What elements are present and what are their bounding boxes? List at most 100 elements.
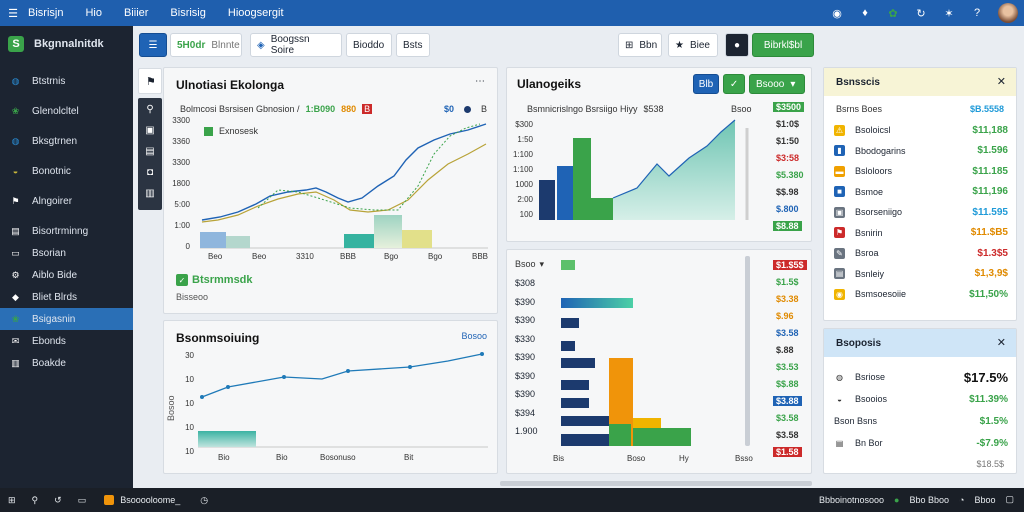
sidebar-brand[interactable]: S Bkgnnalnitdk	[0, 26, 133, 62]
x-tick-label: BBB	[340, 252, 357, 261]
filter-button[interactable]: ☰	[139, 33, 167, 57]
right-panel-2-row[interactable]: ▤ Bn Bor -$7.9%	[834, 433, 1008, 453]
sidebar-item-label: Bisortrminng	[32, 225, 89, 237]
run-icon[interactable]: ⚑	[146, 76, 156, 88]
start-icon[interactable]: ⊞	[8, 494, 16, 505]
user-circle-icon[interactable]: ◉	[832, 7, 842, 20]
panel-1-subtitle: Bolmcosi Bsrsisen Gbnosion /	[180, 104, 300, 114]
notification-icon[interactable]: ▢	[1005, 494, 1014, 504]
panel-4-scrollbar[interactable]	[745, 256, 750, 446]
right-panel-row[interactable]: ⚠ Bsoloicsl $11,188	[834, 120, 1008, 140]
right-panel-2-row-label: Bsooios	[855, 394, 888, 404]
right-panel-row[interactable]: ✎ Bsroa $1.3$5	[834, 243, 1008, 263]
right-panel-2-title: Bsoposis	[836, 338, 882, 349]
toolbar-button-2[interactable]: ◈ Boogssn Soire	[250, 33, 342, 57]
calendar-icon[interactable]: ▤	[145, 146, 155, 157]
panel-4-header-label[interactable]: Bsoo	[515, 259, 536, 269]
y-tick-label: 1:00	[174, 221, 190, 230]
menu-item-5[interactable]: Hioogsergit	[227, 7, 284, 19]
lock-icon[interactable]: ◘	[146, 167, 154, 178]
hamburger-menu-icon[interactable]: ☰	[8, 7, 18, 20]
taskbar-app-label[interactable]: Bsooooloome_	[120, 495, 181, 505]
right-panel-2-row[interactable]: ◍ Bsriose $17.5%	[834, 367, 1008, 387]
app-icon[interactable]	[104, 495, 115, 505]
panel-1-more-icon[interactable]: ⋯	[475, 76, 485, 87]
panel-2-button-1[interactable]: Blb	[693, 74, 719, 94]
panel-4-bar	[561, 358, 595, 368]
panel-3-line	[201, 353, 483, 398]
right-panel-2-row[interactable]: ◒ Bsooios $11.39%	[834, 389, 1008, 409]
refresh-icon[interactable]: ↻	[916, 7, 926, 20]
coin-icon: ◉	[834, 288, 845, 300]
right-panel-header: Bsnsscis ✕	[824, 68, 1016, 96]
search-icon[interactable]: ⚲	[31, 494, 39, 505]
sidebar-item[interactable]: ⚑ Alngoirer	[0, 190, 133, 212]
refresh-icon[interactable]: ↺	[54, 494, 62, 505]
panel-1-subtitle-row: Bolmcosi Bsrsisen Gbnosion / 1:B090 880 …	[180, 104, 373, 114]
app-icon[interactable]: ✿	[888, 7, 898, 20]
toolbar-button-4[interactable]: Bsts	[396, 33, 430, 57]
sidebar-item[interactable]: ◒ Bonotnic	[0, 160, 133, 182]
sidebar-item[interactable]: ❀ Bsigasnin	[0, 308, 133, 330]
sidebar-item[interactable]: ✉ Ebonds	[0, 330, 133, 352]
mail-icon: ✉	[11, 335, 20, 346]
panel-2-button-2[interactable]: ✓	[723, 74, 745, 94]
window-icon[interactable]: ▭	[77, 494, 87, 505]
right-panel-row[interactable]: ▤ Bsnleiy $1,3,9$	[834, 264, 1008, 284]
share-icon: ◈	[257, 39, 265, 51]
right-panel-row[interactable]: ▬ Bsloloors $11.185	[834, 161, 1008, 181]
right-panel-row[interactable]: ■ Bsmoe $11,196	[834, 182, 1008, 202]
toolbar-right-button-3[interactable]: Bibrkl$bl	[752, 33, 814, 57]
sidebar-item[interactable]: ▭ Bsorian	[0, 242, 133, 264]
brand-name: Bkgnnalnitdk	[34, 38, 104, 50]
right-panel-row-label: Bsmoe	[855, 186, 884, 197]
close-icon[interactable]: ✕	[996, 337, 1006, 349]
sidebar-item[interactable]: ◍ Btstrnis	[0, 70, 133, 92]
right-panel-row[interactable]: ▣ Bsorseniigo $11.595	[834, 202, 1008, 222]
y-tick-label: 10	[185, 423, 194, 432]
horizontal-scrollbar[interactable]	[500, 481, 812, 486]
clock-icon[interactable]: ◷	[200, 494, 209, 505]
gear-icon[interactable]: ✶	[944, 7, 954, 20]
panel-4-bar	[561, 380, 589, 390]
right-panel-row[interactable]: ◉ Bsmsoesoiie $11,50%	[834, 284, 1008, 304]
sidebar-item[interactable]: ❀ Glenolcltel	[0, 100, 133, 122]
help-icon[interactable]: ?	[973, 7, 981, 19]
panel-2-dropdown[interactable]: Bsooo ▾	[749, 74, 805, 94]
bell-icon[interactable]: ♦	[862, 7, 868, 19]
panel-3-plot	[198, 352, 488, 448]
x-tick-label: Bio	[218, 453, 230, 462]
y-tick-label: 3300	[172, 116, 190, 125]
sidebar-item[interactable]: ▤ Bisortrminng	[0, 220, 133, 242]
note-icon[interactable]: ▣	[145, 125, 155, 136]
panel-2-bar-4	[591, 198, 613, 220]
pointer-icon[interactable]: ⚲	[146, 104, 154, 115]
toolbar-right-button-2[interactable]: ★ Biee	[668, 33, 718, 57]
panel-4-bar	[561, 398, 589, 408]
panel-4-chevron-icon[interactable]: ▾	[539, 259, 545, 269]
toolbar-right-button-1[interactable]: ⊞ Bbn	[618, 33, 662, 57]
right-panel-row[interactable]: ▮ Bbodogarins $1.596	[834, 141, 1008, 161]
panel-1-line-olive	[201, 143, 487, 223]
menu-item-2[interactable]: Hio	[85, 7, 102, 19]
toolbar-button-1[interactable]: 5H0dr Blnnte	[170, 33, 242, 57]
right-panel-row[interactable]: ⚑ Bsnirin $11.$B5	[834, 223, 1008, 243]
drop-button[interactable]: ●	[725, 33, 749, 57]
sidebar-item[interactable]: ◆ Bliet Blrds	[0, 286, 133, 308]
panel-3-title-right: Bosoo	[461, 331, 487, 341]
avatar[interactable]	[998, 3, 1018, 23]
layers-icon[interactable]: ▥	[145, 188, 155, 199]
sidebar-item[interactable]: ⚙ Aiblo Bide	[0, 264, 133, 286]
sidebar-item[interactable]: ◍ Bksgtrnen	[0, 130, 133, 152]
menu-item-4[interactable]: Bisrisig	[170, 7, 206, 19]
close-icon[interactable]: ✕	[996, 76, 1006, 88]
menu-item-3[interactable]: Biiier	[123, 7, 149, 19]
chart-panel-4: Bsoo ▾ $308 $390 $390 $330 $390 $390 $390 $394 1…	[506, 249, 812, 474]
panel-4-row-label: $390	[515, 352, 536, 362]
sidebar-item[interactable]: ▥ Boakde	[0, 352, 133, 374]
panel-4-value-badge: $3.58	[776, 430, 799, 440]
menu-item-1[interactable]: Bisrisjn	[28, 7, 64, 19]
toolbar-button-3[interactable]: Bioddo	[346, 33, 392, 57]
taskbar: ⊞ ⚲ ↺ ▭ Bsooooloome_ ◷ Bbboinotnosooo ● …	[0, 488, 1024, 512]
right-panel-2-row[interactable]: Bson Bsns $1.5%	[834, 411, 1008, 431]
